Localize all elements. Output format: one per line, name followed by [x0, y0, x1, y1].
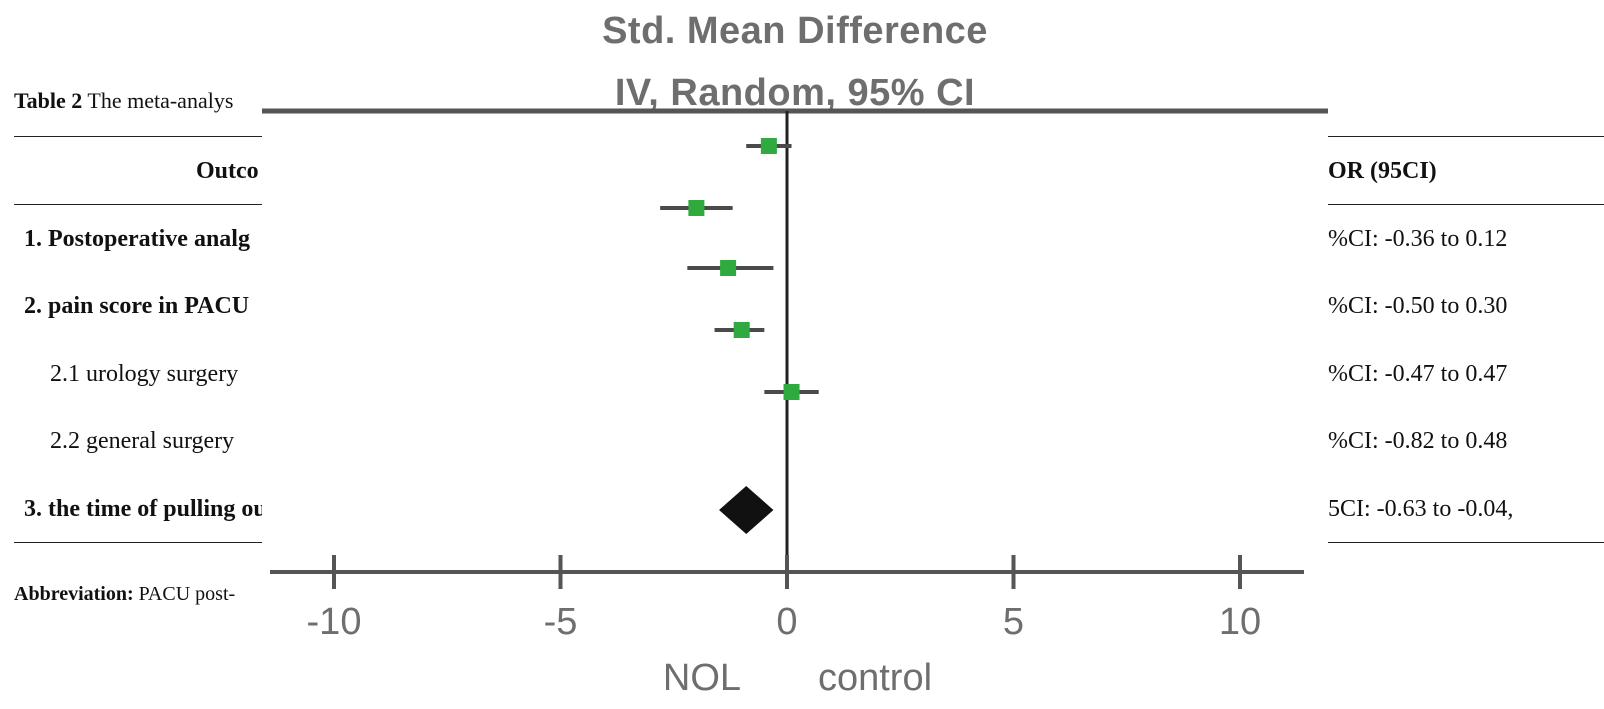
- pooled-diamond: [719, 486, 774, 534]
- plot-title: Std. Mean Difference: [602, 10, 988, 52]
- forest-plot: -10 -5 0 5 10 NOL control: [262, 108, 1328, 699]
- table-row-5-outcome: 3. the time of pulling ou: [24, 496, 267, 522]
- table-row-1-or: %CI: -0.36 to 0.12: [1328, 226, 1508, 252]
- footnote-label: Abbreviation:: [14, 583, 134, 605]
- x-tick-label-2: 0: [776, 601, 797, 643]
- table-header-or: OR (95CI): [1328, 158, 1437, 184]
- x-tick-label-0: -10: [307, 601, 362, 643]
- table-caption-text: The meta-analys: [87, 88, 234, 113]
- table-row-3-outcome: 2.1 urology surgery: [50, 361, 239, 387]
- table-caption: Table 2 The meta-analys: [14, 88, 233, 114]
- study-2-marker: [688, 200, 705, 216]
- table-row-4-outcome: 2.2 general surgery: [50, 428, 235, 454]
- table-row-1-outcome: 1. Postoperative analg: [24, 226, 250, 252]
- x-tick-label-1: -5: [544, 601, 578, 643]
- x-tick-label-3: 5: [1003, 601, 1024, 643]
- table-header-outcome: Outco: [196, 158, 259, 184]
- study-1-marker: [760, 138, 777, 154]
- study-5-marker: [783, 384, 800, 400]
- table-row-2-or: %CI: -0.50 to 0.30: [1328, 293, 1508, 319]
- table-row-5-or: 5CI: -0.63 to -0.04,: [1328, 496, 1514, 522]
- footer-label-left: NOL: [663, 657, 741, 699]
- table-row-2-outcome: 2. pain score in PACU: [24, 293, 250, 319]
- forest-plot-panel: Std. Mean Difference IV, Random, 95% CI …: [262, 0, 1328, 709]
- table-caption-label: Table 2: [14, 88, 83, 113]
- footer-label-right: control: [818, 657, 932, 699]
- table-footnote: Abbreviation: PACU post-: [14, 583, 235, 606]
- study-3-marker: [720, 260, 737, 276]
- table-row-4-or: %CI: -0.82 to 0.48: [1328, 428, 1508, 454]
- footnote-text: PACU post-: [138, 583, 236, 605]
- plot-subtitle: IV, Random, 95% CI: [614, 72, 976, 114]
- x-tick-label-4: 10: [1219, 601, 1261, 643]
- study-4-marker: [733, 322, 750, 338]
- table-row-3-or: %CI: -0.47 to 0.47: [1328, 361, 1508, 387]
